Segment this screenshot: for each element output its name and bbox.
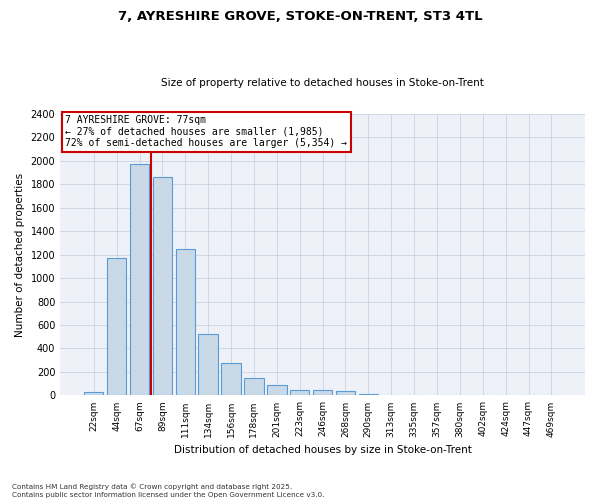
Bar [313, 390, 332, 396]
Text: Contains HM Land Registry data © Crown copyright and database right 2025.
Contai: Contains HM Land Registry data © Crown c… [12, 484, 325, 498]
Bar [290, 390, 310, 396]
Bar [199, 334, 218, 396]
Bar [382, 395, 401, 396]
Bar [359, 394, 378, 396]
Bar [107, 258, 127, 396]
Bar [130, 164, 149, 396]
Bar [152, 177, 172, 396]
Title: Size of property relative to detached houses in Stoke-on-Trent: Size of property relative to detached ho… [161, 78, 484, 88]
Y-axis label: Number of detached properties: Number of detached properties [15, 172, 25, 336]
X-axis label: Distribution of detached houses by size in Stoke-on-Trent: Distribution of detached houses by size … [173, 445, 472, 455]
Bar [267, 386, 287, 396]
Text: 7, AYRESHIRE GROVE, STOKE-ON-TRENT, ST3 4TL: 7, AYRESHIRE GROVE, STOKE-ON-TRENT, ST3 … [118, 10, 482, 23]
Bar [84, 392, 103, 396]
Bar [244, 378, 263, 396]
Bar [336, 390, 355, 396]
Text: 7 AYRESHIRE GROVE: 77sqm
← 27% of detached houses are smaller (1,985)
72% of sem: 7 AYRESHIRE GROVE: 77sqm ← 27% of detach… [65, 115, 347, 148]
Bar [221, 363, 241, 396]
Bar [176, 250, 195, 396]
